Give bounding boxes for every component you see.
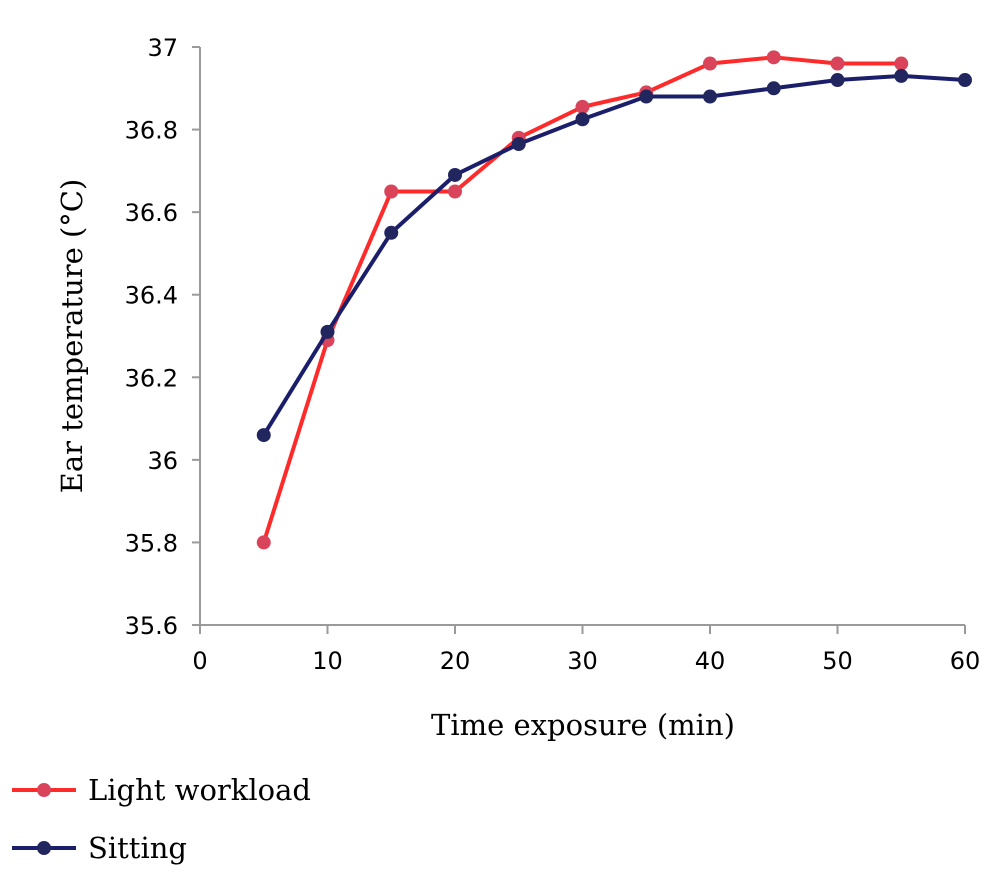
data-point-sitting [384,225,399,240]
data-point-sitting [830,73,845,88]
data-point-sitting [703,89,717,104]
y-axis-ticks: 35.6 35.8 36 36.2 36.4 36.6 36.8 37 [125,34,200,640]
x-axis-ticks: 0 10 20 30 40 50 60 [192,625,980,675]
data-point-light-workload [384,184,399,199]
legend-marker-light-workload [37,783,51,797]
legend: Light workload Sitting [12,773,311,865]
x-tick-label: 30 [567,647,598,675]
x-tick-label: 60 [950,647,981,675]
data-point-light-workload [703,56,717,71]
series-sitting [256,68,972,443]
y-tick-label: 35.6 [125,612,178,640]
legend-label-light-workload: Light workload [88,773,311,807]
data-point-light-workload [766,50,781,65]
y-tick-label: 36.8 [125,117,178,145]
x-tick-label: 20 [440,647,471,675]
x-tick-label: 0 [192,647,207,675]
data-point-sitting [256,428,271,443]
series-line-light-workload [261,55,902,544]
data-point-sitting [958,73,972,88]
data-point-light-workload [830,56,845,71]
data-point-light-workload [448,184,462,199]
data-point-sitting [575,112,590,127]
legend-item-light-workload: Light workload [12,773,311,807]
x-tick-label: 10 [312,647,343,675]
y-tick-label: 35.8 [125,529,178,557]
data-point-light-workload [575,99,590,114]
y-axis-title: Ear temperature (°C) [55,179,89,494]
series-line-sitting [262,73,966,437]
data-point-sitting [448,167,462,182]
data-point-light-workload [256,535,271,550]
data-point-sitting [766,81,781,96]
y-tick-label: 36.6 [125,199,178,227]
axes [199,47,965,626]
data-point-sitting [639,89,654,104]
y-tick-label: 37 [147,34,178,62]
data-point-sitting [894,68,909,83]
data-point-light-workload [894,56,909,71]
x-tick-label: 50 [822,647,853,675]
y-tick-label: 36 [147,447,178,475]
x-tick-label: 40 [695,647,726,675]
y-tick-label: 36.4 [125,282,178,310]
y-tick-label: 36.2 [125,364,178,392]
legend-marker-sitting [37,841,51,855]
x-axis-title: Time exposure (min) [431,708,735,742]
legend-label-sitting: Sitting [88,831,187,865]
legend-item-sitting: Sitting [12,831,187,865]
data-point-sitting [320,324,335,339]
data-point-sitting [511,137,526,152]
series-group [256,50,972,550]
